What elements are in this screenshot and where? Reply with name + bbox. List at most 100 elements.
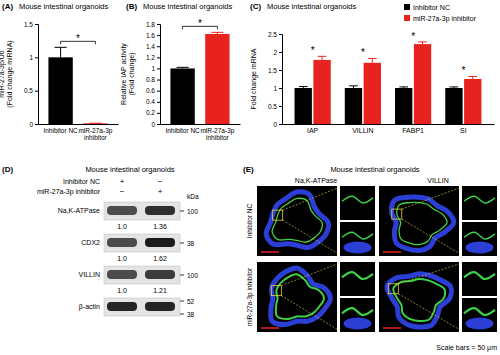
tick-mark (35, 57, 38, 58)
error-bar (450, 87, 459, 88)
marker-tick (180, 314, 184, 315)
bar (313, 60, 330, 124)
blot-band (107, 238, 137, 247)
inset-stain (464, 308, 495, 315)
tick-label: SI (460, 127, 467, 134)
blot-band (107, 270, 137, 279)
y-axis: 00.20.40.60.811.21.41.61.8 (146, 21, 161, 128)
inset-stain (342, 232, 373, 239)
tick-label: 1.6 (146, 32, 155, 39)
inset-nuclei (466, 317, 494, 329)
zoom-guide (283, 220, 340, 255)
scale-bar (383, 327, 401, 329)
x-tick: Inhibitor NC (165, 124, 200, 134)
nuclei-stain (391, 197, 453, 251)
error-cap (211, 32, 223, 33)
blot-band (145, 302, 175, 311)
zoom-guide (283, 187, 340, 210)
marker-size: 38 (187, 311, 195, 318)
inset-stain (342, 308, 373, 315)
tick-mark (157, 102, 160, 103)
title: Mouse intestinal organoids (267, 2, 356, 11)
inset (462, 262, 497, 296)
tick-label: 0.6 (146, 87, 155, 94)
tick-mark (157, 91, 160, 92)
zoom-guide (398, 263, 462, 284)
blot-membrane (104, 298, 180, 316)
y-tick: 0.5 (24, 87, 38, 94)
tick-mark (157, 24, 160, 25)
x-axis: IAPVILLINFABP1SI (283, 124, 495, 134)
y-tick: 1.2 (146, 54, 160, 61)
error-line (60, 47, 61, 57)
significance: * (76, 33, 80, 44)
protein-name: Na,K-ATPase (58, 207, 100, 214)
marker-size: 38 (187, 240, 195, 247)
bar (205, 34, 229, 124)
protein-stain (393, 279, 445, 321)
y-tick: 0.8 (146, 76, 160, 83)
tick-label: 0.2 (146, 109, 155, 116)
y-tick: 1.5 (24, 21, 38, 28)
zoom-guide (398, 294, 462, 331)
tick-mark (157, 57, 160, 58)
error-bar (468, 76, 477, 79)
x-tick: VILLIN (352, 124, 373, 134)
bar (364, 63, 381, 124)
x-tick: miR-27a-3pinhibitor (200, 124, 234, 141)
error-line (372, 58, 373, 62)
legend-entry: miR-27a-3p inhibitor (413, 15, 477, 23)
tick-label: 1.5 (24, 21, 33, 28)
panel-label: (D) (2, 165, 13, 174)
legend: Inhibitor NC miR-27a-3p inhibitor (404, 4, 477, 23)
tick-label: 2.5 (268, 31, 277, 38)
bar (170, 68, 194, 124)
tick-label: 0.5 (24, 87, 33, 94)
panel-label: (A) (2, 2, 13, 11)
tick-label: FABP1 (402, 127, 424, 134)
western-blot: (D)Mouse intestinal organoidsInhibitor N… (2, 165, 199, 318)
band-quantification: 1.0 (117, 223, 127, 230)
inset-stain (464, 196, 495, 203)
y-tick: 1.5 (268, 67, 282, 74)
band-quantification: 1.0 (117, 255, 127, 262)
significance: * (198, 18, 202, 29)
y-tick: 0 (151, 121, 160, 128)
scale-note: Scale bars = 50 µm (436, 344, 497, 352)
tick-label: Inhibitor NC (43, 127, 78, 134)
bar (445, 88, 462, 124)
error-line (322, 56, 323, 60)
error-cap (399, 86, 408, 87)
x-tick: FABP1 (402, 124, 424, 134)
significance: * (311, 45, 315, 56)
condition-label: miR-27a-3p inhibitor (37, 188, 101, 196)
error-cap (349, 85, 358, 86)
legend-entry: Inhibitor NC (413, 4, 450, 11)
axis-line (157, 25, 161, 125)
protein-stain (397, 202, 447, 244)
bar (295, 88, 312, 124)
axis-line (283, 124, 495, 125)
blot-band (145, 206, 175, 215)
y-tick: 0.5 (268, 103, 282, 110)
y-tick: 2 (273, 49, 282, 56)
title: Mouse intestinal organoids (85, 165, 174, 174)
tick-mark (279, 88, 282, 89)
y-tick: 0.4 (146, 98, 160, 105)
inset-nuclei (344, 241, 372, 253)
blot-band (107, 302, 137, 311)
tick-mark (279, 124, 282, 125)
protein-stain (272, 198, 322, 242)
legend-swatch (404, 4, 410, 10)
inset-nuclei (344, 317, 372, 329)
axis-title: (Fold change) (128, 52, 136, 95)
tick-label: Inhibitor NC (165, 127, 200, 134)
tick-label: 0 (29, 121, 33, 128)
row-label: Inhibitor NC (246, 204, 253, 239)
y-tick: 0.2 (146, 109, 160, 116)
tick-label: 1.2 (146, 54, 155, 61)
nuclei-stain (266, 192, 328, 248)
tick-label: 1 (151, 65, 155, 72)
blot-membrane (104, 202, 180, 220)
tick-mark (157, 46, 160, 47)
